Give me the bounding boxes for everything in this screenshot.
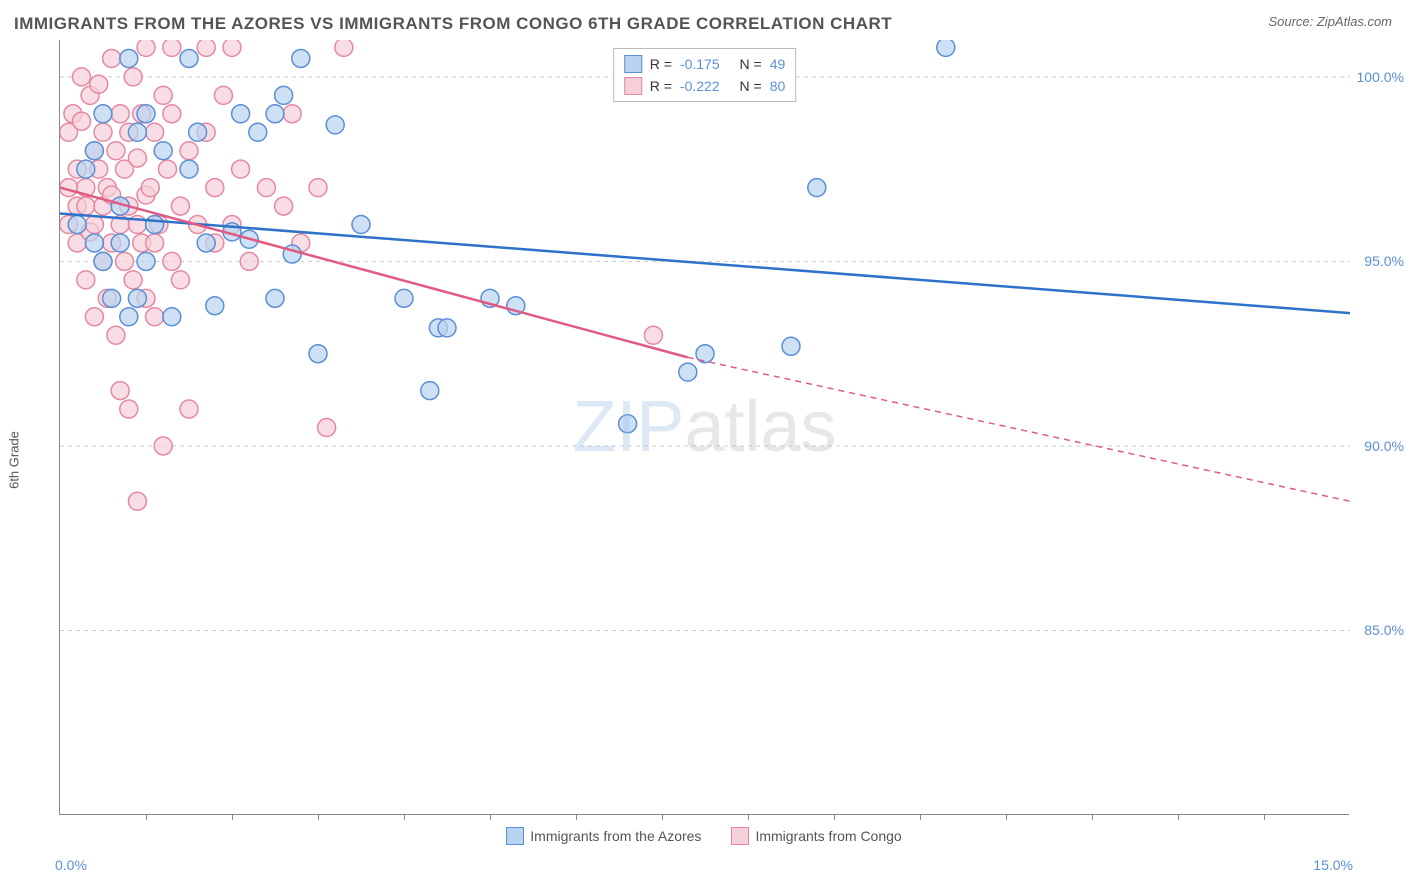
bottom-legend: 0.0% Immigrants from the Azores Immigran… — [59, 827, 1349, 845]
x-tick — [146, 814, 147, 820]
y-tick-label: 85.0% — [1364, 622, 1404, 638]
x-tick — [318, 814, 319, 820]
congo-swatch — [624, 77, 642, 95]
legend-congo-swatch — [731, 827, 749, 845]
plot-area: ZIPatlas R = -0.175 N = 49 R = -0.222 — [59, 40, 1349, 815]
legend-azores-swatch — [506, 827, 524, 845]
azores-swatch — [624, 55, 642, 73]
y-axis-label: 6th Grade — [7, 431, 22, 489]
x-tick — [920, 814, 921, 820]
x-tick — [1178, 814, 1179, 820]
stats-legend: R = -0.175 N = 49 R = -0.222 N = 80 — [613, 48, 797, 102]
x-tick — [834, 814, 835, 820]
legend-azores-label: Immigrants from the Azores — [530, 828, 701, 844]
y-tick-label: 90.0% — [1364, 438, 1404, 454]
x-tick — [404, 814, 405, 820]
x-tick — [490, 814, 491, 820]
x-tick — [662, 814, 663, 820]
x-max-label: 15.0% — [1313, 857, 1353, 873]
x-tick — [1006, 814, 1007, 820]
x-tick — [232, 814, 233, 820]
source-label: Source: ZipAtlas.com — [1268, 14, 1392, 29]
x-tick — [748, 814, 749, 820]
x-tick — [1092, 814, 1093, 820]
x-min-label: 0.0% — [55, 857, 87, 873]
x-tick — [1264, 814, 1265, 820]
y-tick-label: 95.0% — [1364, 253, 1404, 269]
legend-congo-label: Immigrants from Congo — [755, 828, 901, 844]
y-tick-label: 100.0% — [1357, 69, 1404, 85]
x-tick — [576, 814, 577, 820]
chart-title: IMMIGRANTS FROM THE AZORES VS IMMIGRANTS… — [14, 14, 892, 34]
